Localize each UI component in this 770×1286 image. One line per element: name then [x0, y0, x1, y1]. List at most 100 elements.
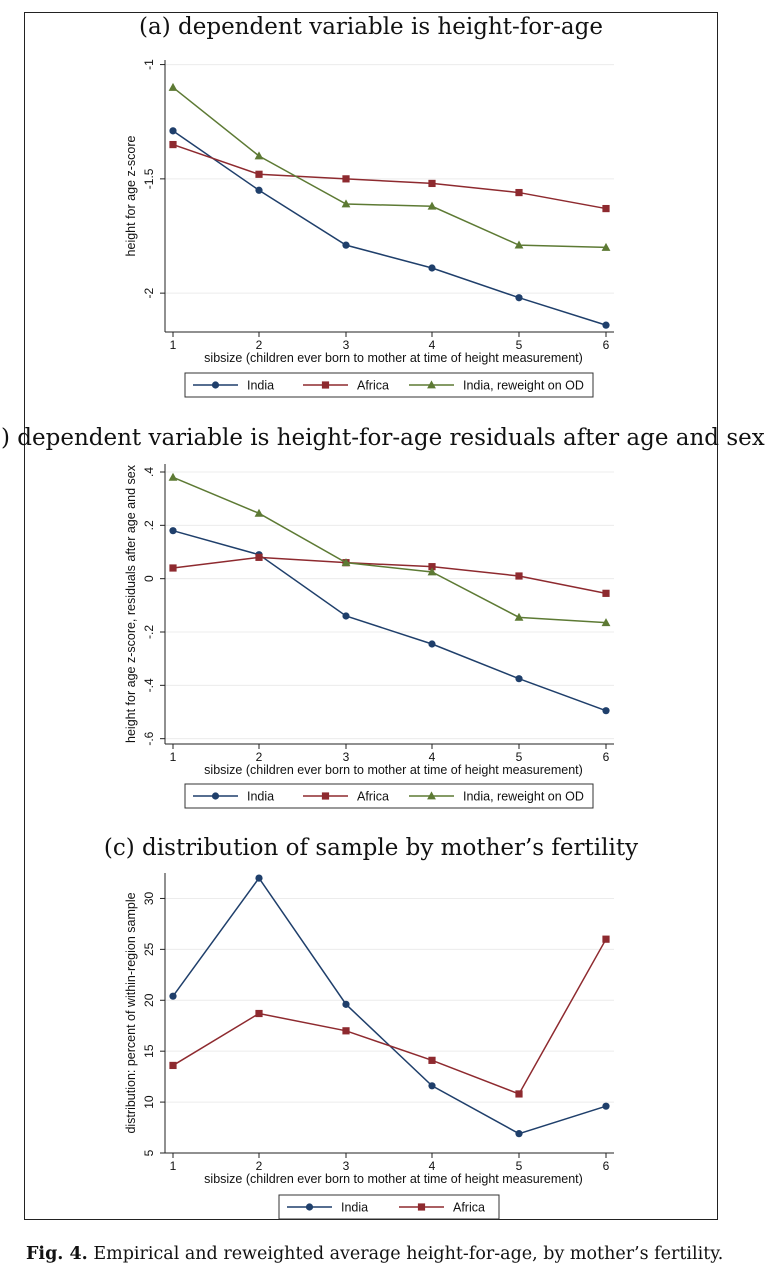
y-tick-label: -.6	[142, 731, 156, 745]
legend: India Africa India, reweight on OD	[184, 783, 594, 809]
data-point-india	[255, 186, 263, 194]
series-india	[169, 527, 610, 715]
legend-label-africa: Africa	[453, 1201, 485, 1215]
legend-label-africa: Africa	[357, 790, 389, 804]
data-point-india-reweight-on-od	[601, 242, 611, 251]
data-point-india-reweight-on-od	[341, 199, 351, 208]
legend-marker-india-reweight-on-od	[427, 380, 436, 389]
series-line-africa	[172, 143, 607, 210]
data-point-africa	[602, 204, 610, 213]
y-axis-label: height for age z-score, residuals after …	[124, 464, 138, 743]
x-tick-label: 5	[516, 338, 523, 352]
y-tick-label: .4	[142, 467, 156, 477]
legend-marker-africa	[417, 1203, 426, 1211]
series-line-africa	[172, 556, 607, 595]
figure-canvas: (a) dependent variable is height-for-age…	[0, 14, 765, 1220]
data-point-india-reweight-on-od	[601, 618, 611, 627]
legend-marker-india-reweight-on-od	[427, 791, 436, 800]
legend-marker-india	[305, 1203, 314, 1211]
data-point-india	[342, 612, 350, 620]
y-tick-label: 10	[142, 1095, 156, 1109]
data-point-india	[169, 992, 177, 1000]
data-point-africa	[342, 175, 350, 183]
series-india	[169, 127, 610, 329]
data-point-india	[342, 241, 350, 249]
series-africa	[169, 553, 610, 597]
caption-label: Fig. 4.	[26, 1244, 88, 1264]
data-point-india	[515, 675, 523, 683]
chart-title: (a) dependent variable is height-for-age	[139, 14, 603, 40]
y-tick-label: -.2	[142, 625, 156, 639]
y-tick-label: 30	[142, 891, 156, 905]
x-tick-label: 4	[429, 750, 436, 764]
x-tick-label: 3	[343, 338, 350, 352]
y-tick-label: -2	[142, 287, 156, 298]
legend-marker-africa	[321, 381, 330, 389]
x-tick-label: 6	[603, 338, 610, 352]
x-tick-label: 5	[516, 1159, 523, 1173]
x-tick-label: 6	[603, 1159, 610, 1173]
data-point-india	[515, 294, 523, 302]
legend-box	[184, 783, 594, 809]
x-tick-label: 3	[343, 750, 350, 764]
legend: India Africa India, reweight on OD	[184, 372, 594, 398]
y-tick-label: 20	[142, 993, 156, 1007]
series-africa	[169, 935, 610, 1098]
legend-marker-india	[211, 381, 220, 389]
chart-panel-1: (a) dependent variable is height-for-age…	[124, 14, 614, 398]
data-point-africa	[515, 188, 523, 197]
x-tick-label: 2	[256, 750, 263, 764]
series-india-reweight-on-od	[168, 82, 611, 251]
data-point-india	[169, 127, 177, 135]
data-point-india	[602, 707, 610, 715]
legend-box	[184, 372, 594, 398]
figure-caption: Fig. 4. Empirical and reweighted average…	[26, 1244, 723, 1264]
x-tick-label: 1	[170, 1159, 177, 1173]
y-tick-label: -.4	[142, 678, 156, 692]
data-point-india	[169, 527, 177, 535]
legend-label-india: India	[341, 1201, 368, 1215]
legend-label-india: India	[247, 379, 274, 393]
legend: India Africa	[278, 1194, 500, 1220]
chart-panel-2: (b) dependent variable is height-for-age…	[0, 425, 765, 809]
y-tick-label: 15	[142, 1044, 156, 1058]
data-point-africa	[515, 572, 523, 580]
x-tick-label: 1	[170, 338, 177, 352]
chart-title: (b) dependent variable is height-for-age…	[0, 425, 765, 451]
series-india	[169, 874, 610, 1138]
data-point-africa	[602, 935, 610, 943]
data-point-india-reweight-on-od	[514, 612, 524, 621]
data-point-africa	[255, 1009, 263, 1018]
legend-marker-africa	[321, 792, 330, 800]
y-tick-label: 25	[142, 942, 156, 956]
data-point-india	[602, 321, 610, 329]
x-tick-label: 4	[429, 338, 436, 352]
data-point-india-reweight-on-od	[341, 558, 351, 567]
data-point-india	[428, 1082, 436, 1090]
legend-label-india: India	[247, 790, 274, 804]
data-point-india	[342, 1000, 350, 1008]
data-point-india-reweight-on-od	[168, 82, 178, 91]
data-point-india	[602, 1102, 610, 1110]
data-point-india	[428, 264, 436, 272]
data-point-india-reweight-on-od	[427, 201, 437, 210]
y-tick-label: 5	[142, 1149, 156, 1156]
x-tick-label: 2	[256, 1159, 263, 1173]
x-tick-label: 6	[603, 750, 610, 764]
data-point-africa	[515, 1090, 523, 1098]
x-tick-label: 2	[256, 338, 263, 352]
y-tick-label: .2	[142, 520, 156, 530]
series-line-india	[172, 529, 607, 712]
x-tick-label: 3	[343, 1159, 350, 1173]
data-point-africa	[428, 179, 436, 188]
data-point-africa	[169, 140, 177, 149]
series-line-africa	[172, 938, 607, 1095]
data-point-africa	[602, 589, 610, 597]
chart-panel-3: (c) distribution of sample by mother’s f…	[104, 835, 638, 1220]
y-tick-label: 0	[142, 575, 156, 582]
y-tick-label: -1	[142, 59, 156, 70]
legend-label-india-reweight-on-od: India, reweight on OD	[463, 790, 584, 804]
data-point-india-reweight-on-od	[514, 240, 524, 249]
data-point-india-reweight-on-od	[168, 472, 178, 481]
y-tick-label: -1.5	[142, 168, 156, 189]
